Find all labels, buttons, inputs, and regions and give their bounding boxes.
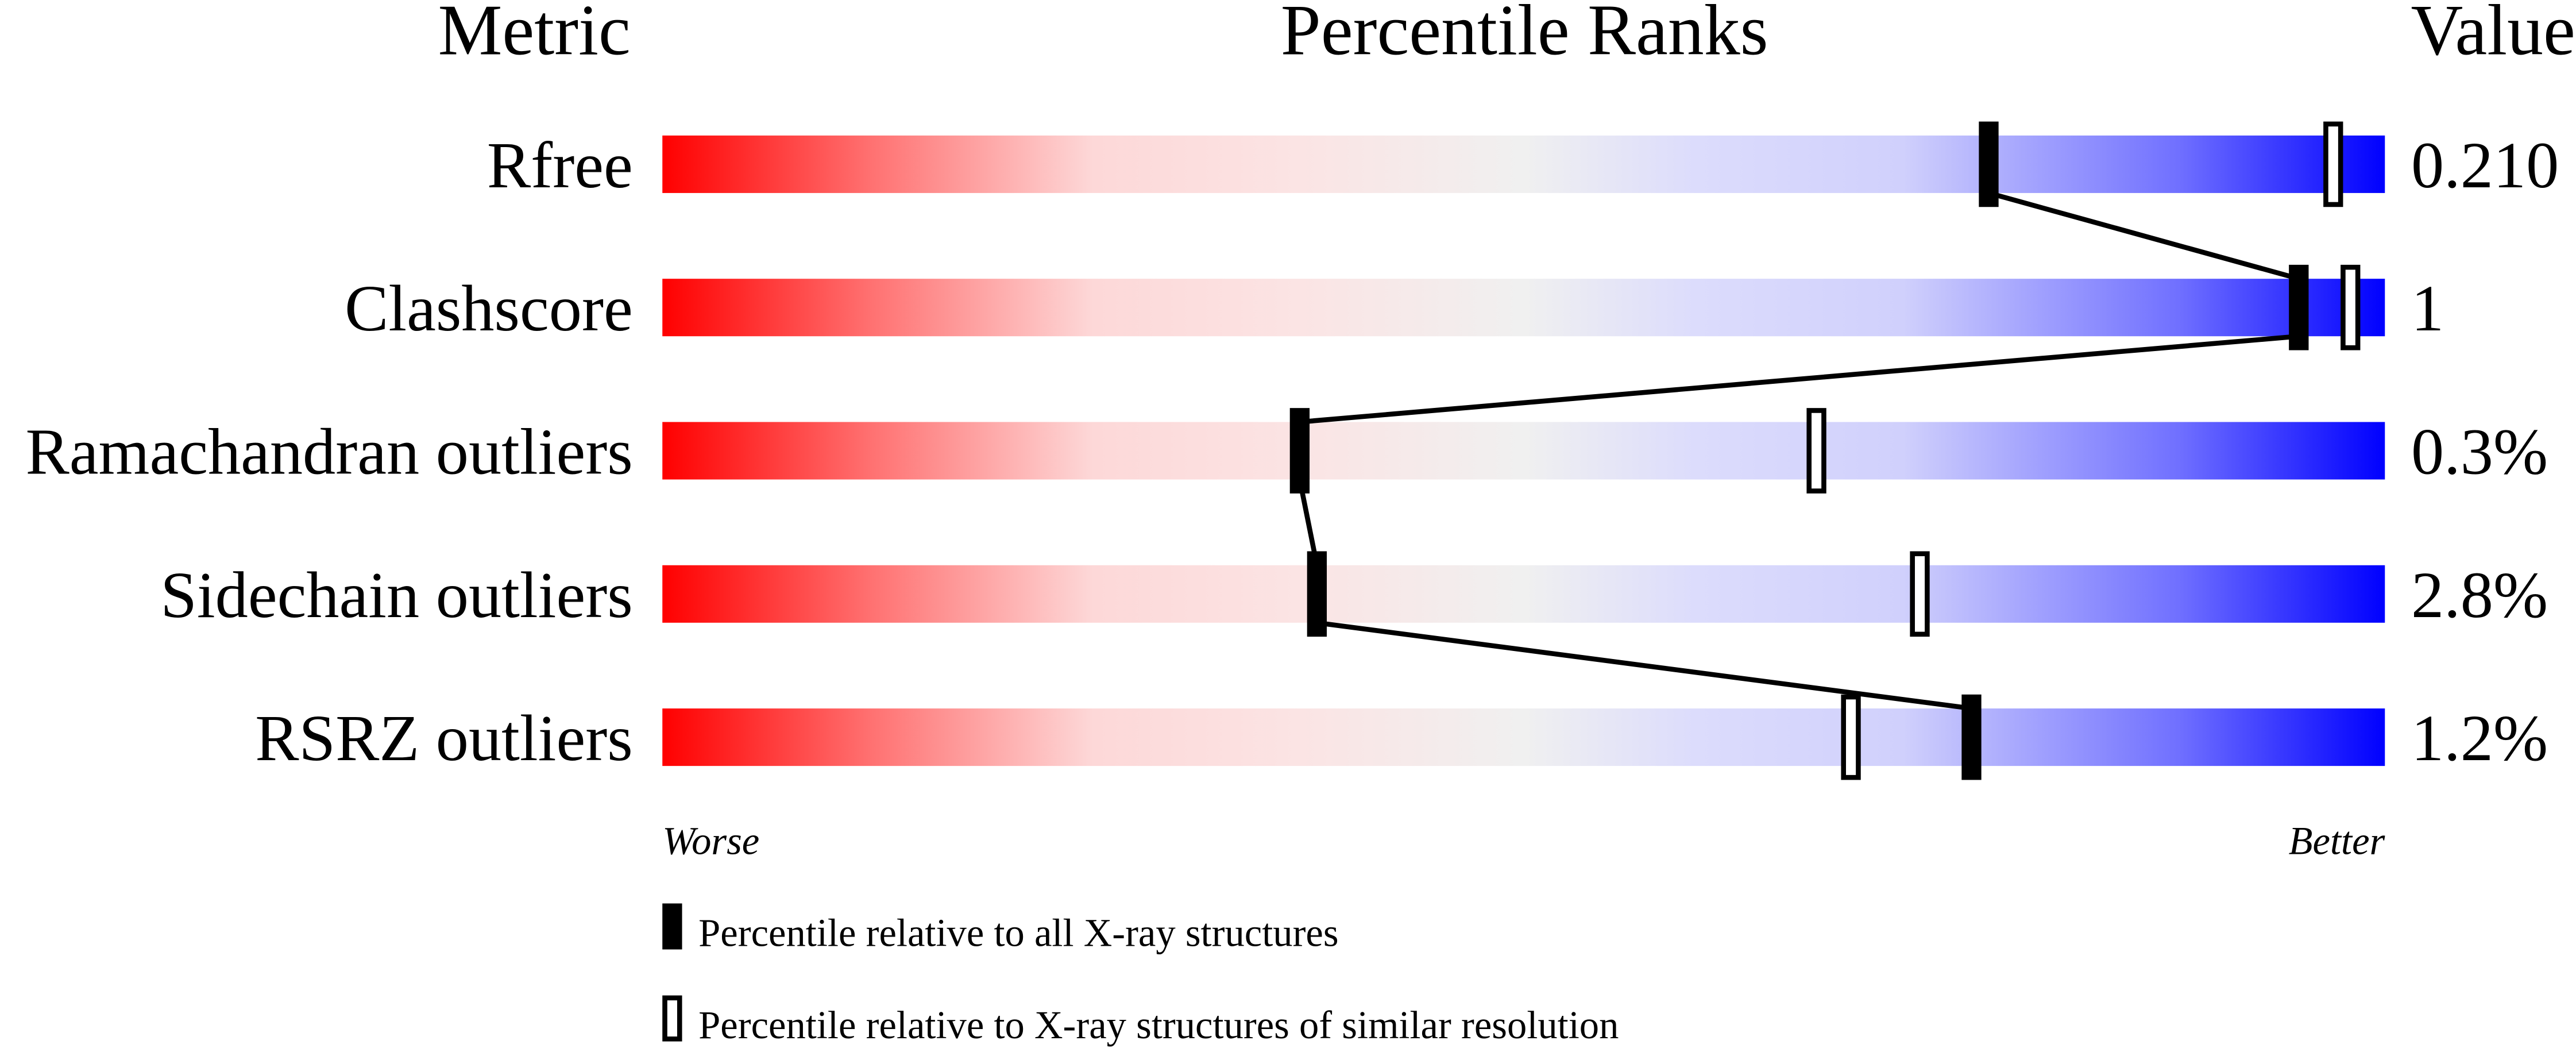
- connector-line: [1297, 479, 1320, 566]
- metric-value: 2.8%: [2411, 558, 2548, 631]
- connector-line: [1988, 190, 2300, 282]
- percentile-bar: [662, 279, 2385, 337]
- marker-similar-resolution: [1910, 551, 1930, 637]
- marker-all-structures: [1979, 121, 1999, 207]
- marker-all-structures: [1961, 694, 1982, 780]
- marker-similar-resolution: [2341, 264, 2361, 350]
- metric-value: 0.3%: [2411, 415, 2548, 488]
- header-metric: Metric: [438, 0, 631, 70]
- percentile-bar: [662, 565, 2385, 623]
- metric-label: Sidechain outliers: [160, 558, 632, 631]
- marker-similar-resolution: [2323, 121, 2343, 207]
- metric-label: RSRZ outliers: [255, 702, 633, 775]
- header-percentile-ranks: Percentile Ranks: [1281, 0, 1768, 70]
- marker-all-structures: [1289, 408, 1310, 494]
- header-value: Value: [2411, 0, 2575, 70]
- percentile-bar: [662, 708, 2385, 766]
- metric-value: 0.210: [2411, 129, 2559, 202]
- connector-line: [1316, 620, 1972, 711]
- metric-value: 1.2%: [2411, 702, 2548, 775]
- legend-open-marker: [662, 995, 682, 1042]
- connector-line: [1299, 333, 2299, 425]
- marker-similar-resolution: [1806, 408, 1826, 494]
- marker-all-structures: [1307, 551, 1327, 637]
- metric-label: Rfree: [487, 129, 633, 202]
- percentile-bar: [662, 422, 2385, 480]
- metric-value: 1: [2411, 272, 2444, 345]
- marker-similar-resolution: [1841, 694, 1861, 780]
- axis-worse-label: Worse: [662, 819, 759, 863]
- percentile-bar: [662, 135, 2385, 193]
- legend-open-label: Percentile relative to X-ray structures …: [698, 1003, 1619, 1047]
- metric-label: Clashscore: [345, 272, 633, 345]
- legend-filled-marker: [662, 903, 682, 950]
- metric-label: Ramachandran outliers: [25, 415, 632, 488]
- legend-filled-label: Percentile relative to all X-ray structu…: [698, 911, 1338, 955]
- axis-better-label: Better: [2289, 819, 2385, 863]
- marker-all-structures: [2289, 264, 2309, 350]
